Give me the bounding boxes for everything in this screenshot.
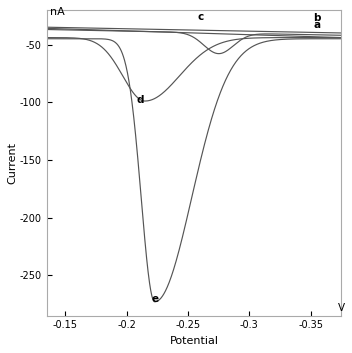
Text: c: c [198,12,204,22]
X-axis label: Potential: Potential [170,336,219,346]
Y-axis label: Current: Current [7,142,17,184]
Text: b: b [313,13,321,23]
Text: e: e [151,294,158,304]
Text: d: d [136,95,144,105]
Text: V: V [338,303,345,312]
Text: a: a [313,20,320,30]
Text: nA: nA [50,7,65,17]
